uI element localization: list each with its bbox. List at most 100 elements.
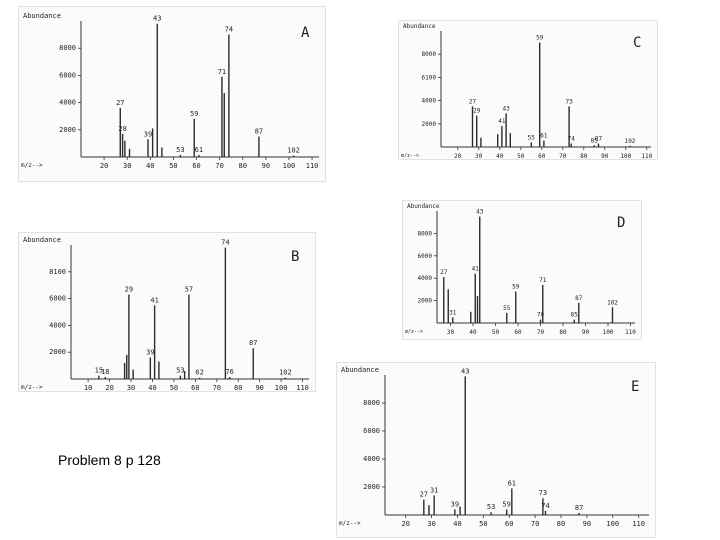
- peak-label: 41: [150, 296, 158, 304]
- x-tick-label: 40: [496, 153, 504, 160]
- peak-label: 102: [607, 299, 618, 306]
- peak-label: 39: [146, 349, 154, 357]
- x-tick-label: 110: [641, 153, 652, 160]
- peak-label: 62: [195, 369, 203, 377]
- x-tick-label: 80: [580, 153, 588, 160]
- y-tick-label: 8100: [49, 268, 66, 276]
- x-tick-label: 60: [514, 329, 522, 336]
- x-tick-label: 20: [401, 520, 409, 528]
- peak-label: 55: [528, 134, 536, 141]
- peak-label: 74: [221, 239, 229, 247]
- x-tick-label: 30: [127, 384, 135, 392]
- y-tick-label: 2000: [49, 348, 66, 356]
- x-tick-label: 30: [475, 153, 483, 160]
- x-tick-label: 20: [100, 162, 108, 170]
- peak-label: 61: [540, 133, 548, 140]
- x-tick-label: 40: [146, 162, 154, 170]
- spectrum-letter: D: [617, 215, 625, 231]
- x-tick-label: 90: [583, 520, 591, 528]
- x-tick-label: 60: [505, 520, 513, 528]
- x-tick-label: 100: [283, 162, 296, 170]
- peak-label: 41: [472, 266, 480, 273]
- problem-caption: Problem 8 p 128: [58, 452, 161, 468]
- x-tick-label: 80: [559, 329, 567, 336]
- y-tick-label: 6000: [59, 71, 76, 79]
- peak-label: 29: [473, 108, 481, 115]
- x-tick-label: 70: [531, 520, 539, 528]
- peak-label: 85: [571, 312, 579, 319]
- peak-label: 85: [591, 137, 599, 144]
- peak-label: 74: [541, 502, 549, 510]
- y-axis-title: Abundance: [23, 12, 61, 20]
- spectrum-chart-b: Abundance m/z--> 2000 4000 6000 8100 10 20 30 40 5…: [21, 236, 309, 392]
- peak-label: 61: [508, 479, 516, 487]
- peak-label: 61: [195, 146, 203, 154]
- spectrum-letter: C: [633, 35, 641, 51]
- peak-label: 53: [487, 503, 495, 511]
- peak-label: 43: [502, 105, 510, 112]
- spectrum-chart-a: Abundance m/z--> 2000 4000 6000 8000 20 30 40 50 6…: [21, 12, 319, 170]
- x-tick-label: 30: [427, 520, 435, 528]
- x-tick-label: 110: [632, 520, 645, 528]
- peak-label: 87: [255, 128, 263, 136]
- x-tick-label: 50: [492, 329, 500, 336]
- y-tick-label: 4000: [49, 321, 66, 329]
- y-axis-title: Abundance: [341, 366, 379, 374]
- x-tick-label: 20: [105, 384, 113, 392]
- x-tick-label: 70: [559, 153, 567, 160]
- y-tick-label: 4000: [418, 275, 433, 282]
- spectrum-panel-b: Abundance m/z--> 2000 4000 6000 8100 10 20 30 40 5…: [18, 232, 316, 392]
- x-tick-label: 60: [192, 162, 200, 170]
- spectrum-chart-c: Abundance m/z--> 2000 4000 6100 8000 20 30 40 50 6…: [401, 23, 653, 160]
- y-tick-label: 2000: [422, 121, 437, 128]
- peak-label: 59: [536, 35, 544, 42]
- x-tick-label: 100: [275, 384, 288, 392]
- x-tick-label: 110: [625, 329, 636, 336]
- y-tick-label: 2000: [363, 483, 380, 491]
- x-tick-label: 100: [606, 520, 619, 528]
- peak-label: 59: [190, 110, 198, 118]
- peak-label: 31: [449, 309, 457, 316]
- y-tick-label: 4000: [363, 455, 380, 463]
- peak-label: 39: [451, 500, 459, 508]
- x-tick-label: 110: [306, 162, 319, 170]
- peak-label: 43: [153, 15, 161, 23]
- y-axis-title: Abundance: [407, 203, 440, 210]
- x-tick-label: 50: [517, 153, 525, 160]
- peak-label: 87: [575, 504, 583, 512]
- y-tick-label: 6100: [422, 74, 437, 81]
- peak-label: 73: [565, 98, 573, 105]
- peak-label: 76: [225, 368, 233, 376]
- peak-label: 57: [185, 286, 193, 294]
- spectrum-chart-e: Abundance m/z--> 2000 4000 6000 8000 20 30 40 50 6…: [339, 366, 649, 528]
- peak-label: 71: [539, 277, 547, 284]
- peak-label: 53: [176, 367, 184, 375]
- peak-label: 27: [420, 491, 428, 499]
- peak-label: 87: [575, 295, 583, 302]
- x-tick-label: 80: [234, 384, 242, 392]
- y-tick-label: 2000: [59, 126, 76, 134]
- peak-label: 74: [568, 136, 576, 143]
- x-tick-label: 30: [447, 329, 455, 336]
- peak-label: 102: [287, 147, 300, 155]
- peak-label: 43: [461, 367, 469, 375]
- y-tick-label: 8000: [59, 44, 76, 52]
- y-tick-label: 4000: [422, 98, 437, 105]
- peak-label: 102: [625, 138, 636, 145]
- peak-label: 27: [440, 269, 448, 276]
- x-tick-label: 90: [601, 153, 609, 160]
- peak-label: 18: [101, 368, 109, 376]
- peak-label: 102: [279, 369, 292, 377]
- y-tick-label: 4000: [59, 99, 76, 107]
- y-tick-label: 6000: [49, 295, 66, 303]
- x-tick-label: 70: [213, 384, 221, 392]
- peak-label: 15: [95, 367, 103, 375]
- x-tick-label: 40: [148, 384, 156, 392]
- x-tick-label: 100: [620, 153, 631, 160]
- peak-label: 74: [225, 26, 233, 34]
- x-tick-label: 90: [582, 329, 590, 336]
- peak-label: 41: [498, 118, 506, 125]
- peak-label: 39: [144, 130, 152, 138]
- x-tick-label: 90: [255, 384, 263, 392]
- peak-label: 70: [537, 312, 545, 319]
